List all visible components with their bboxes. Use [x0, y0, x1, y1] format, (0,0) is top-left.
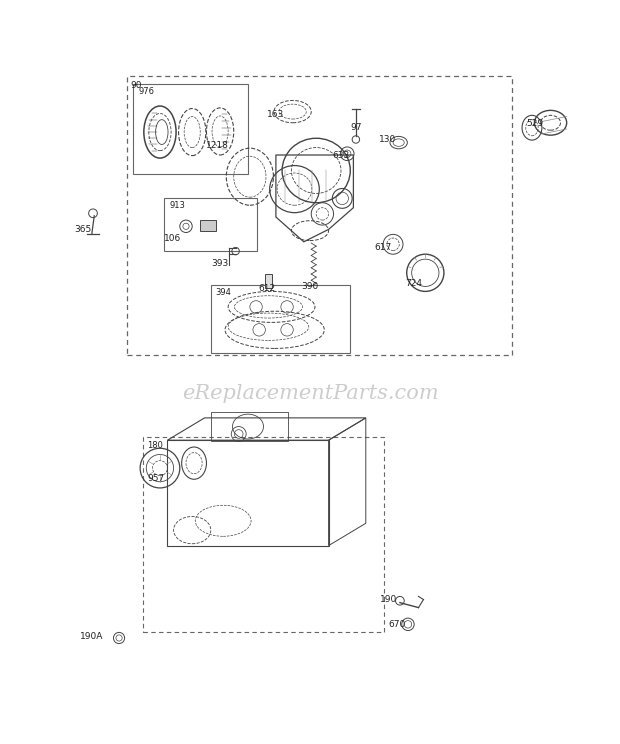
Text: 633: 633 [332, 150, 350, 159]
Text: 190: 190 [379, 595, 397, 604]
Text: 617: 617 [374, 243, 392, 252]
Text: 957: 957 [148, 474, 165, 483]
Bar [211, 412, 288, 441]
Text: 163: 163 [267, 110, 285, 119]
Bar [127, 76, 512, 355]
Text: 670: 670 [388, 620, 405, 629]
Text: 394: 394 [216, 288, 232, 298]
Bar [211, 285, 350, 353]
Text: 393: 393 [211, 259, 229, 268]
Bar [265, 274, 272, 288]
Text: 390: 390 [301, 282, 319, 291]
Bar [143, 437, 384, 632]
Text: 130: 130 [379, 135, 396, 144]
Text: 106: 106 [164, 234, 181, 243]
Bar [200, 220, 216, 231]
Text: 90: 90 [131, 80, 143, 89]
Text: 913: 913 [169, 202, 185, 211]
Text: 976: 976 [138, 87, 154, 96]
Text: 529: 529 [526, 120, 543, 129]
Text: 612: 612 [258, 283, 275, 293]
Text: 724: 724 [405, 279, 423, 288]
Text: 365: 365 [74, 225, 91, 234]
Bar [133, 84, 248, 173]
Text: 180: 180 [148, 440, 164, 450]
Text: 190A: 190A [80, 632, 104, 641]
Bar [164, 199, 257, 251]
Text: 1218: 1218 [206, 141, 228, 150]
Text: eReplacementParts.com: eReplacementParts.com [182, 384, 438, 403]
Text: 97: 97 [351, 123, 362, 132]
